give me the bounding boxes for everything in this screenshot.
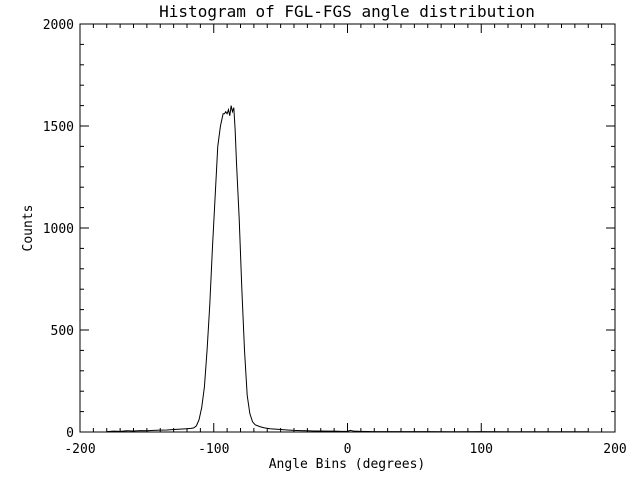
- y-tick-label: 500: [51, 324, 74, 339]
- x-axis: [79, 24, 616, 432]
- x-tick-label: 0: [344, 442, 352, 457]
- plot-frame: [79, 23, 616, 433]
- y-axis-label: Counts: [21, 205, 36, 252]
- y-tick-label: 1500: [43, 120, 74, 135]
- y-axis: [80, 23, 615, 433]
- chart-title: Histogram of FGL-FGS angle distribution: [159, 2, 535, 21]
- x-tick-label: 200: [603, 442, 626, 457]
- y-tick-label: 2000: [43, 18, 74, 33]
- y-tick-labels: 0 500 1000 1500 2000: [43, 18, 74, 441]
- series-line: [106, 105, 589, 433]
- x-tick-label: -100: [198, 442, 229, 457]
- y-tick-label: 0: [66, 426, 74, 441]
- x-tick-label: 100: [470, 442, 493, 457]
- x-tick-labels: -200 -100 0 100 200: [64, 442, 626, 457]
- x-axis-label: Angle Bins (degrees): [269, 457, 426, 472]
- x-tick-label: -200: [64, 442, 95, 457]
- y-tick-label: 1000: [43, 222, 74, 237]
